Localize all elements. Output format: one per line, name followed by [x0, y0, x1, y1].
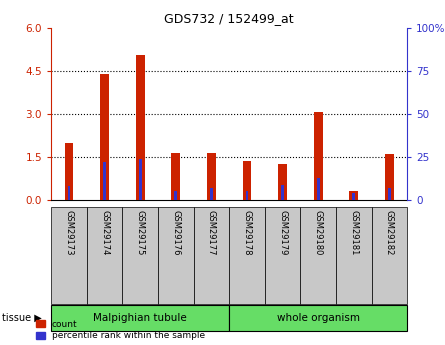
Text: GSM29182: GSM29182 [385, 210, 394, 255]
Text: GSM29178: GSM29178 [243, 210, 251, 255]
Text: GSM29173: GSM29173 [65, 210, 73, 255]
Text: GSM29174: GSM29174 [100, 210, 109, 255]
Text: GSM29179: GSM29179 [278, 210, 287, 255]
Bar [352, 193, 355, 200]
Bar [229, 207, 265, 304]
Bar [243, 161, 251, 200]
Text: GSM29177: GSM29177 [207, 210, 216, 255]
Bar [372, 207, 407, 304]
Bar [207, 152, 216, 200]
Bar [349, 191, 358, 200]
Bar [336, 207, 372, 304]
Bar [300, 207, 336, 304]
Bar [122, 207, 158, 304]
Bar [278, 164, 287, 200]
Bar [51, 207, 87, 304]
Bar [281, 185, 284, 200]
Bar [65, 142, 73, 200]
Bar [136, 55, 145, 200]
Bar [68, 186, 70, 200]
Bar [100, 73, 109, 200]
Bar [314, 112, 323, 200]
Text: Malpighian tubule: Malpighian tubule [93, 313, 187, 323]
Bar [158, 207, 194, 304]
Bar [385, 154, 394, 200]
Text: whole organism: whole organism [277, 313, 360, 323]
Bar [87, 207, 122, 304]
Bar [265, 207, 300, 304]
Bar [174, 191, 177, 200]
Text: GSM29175: GSM29175 [136, 210, 145, 255]
Bar [388, 188, 391, 200]
Text: GSM29176: GSM29176 [171, 210, 180, 255]
Bar [194, 207, 229, 304]
Bar [317, 178, 320, 200]
Bar [51, 305, 229, 331]
Text: GSM29181: GSM29181 [349, 210, 358, 255]
Bar [246, 191, 248, 200]
Bar [229, 305, 407, 331]
Bar [210, 188, 213, 200]
Text: tissue ▶: tissue ▶ [2, 313, 42, 323]
Text: GSM29180: GSM29180 [314, 210, 323, 255]
Legend: count, percentile rank within the sample: count, percentile rank within the sample [36, 320, 205, 341]
Title: GDS732 / 152499_at: GDS732 / 152499_at [164, 12, 294, 25]
Bar [139, 159, 142, 200]
Bar [171, 152, 180, 200]
Bar [103, 162, 106, 200]
